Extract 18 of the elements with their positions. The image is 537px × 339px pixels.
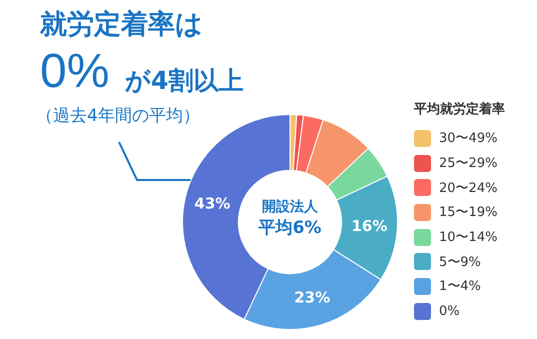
legend-label: 1〜4%: [439, 278, 481, 296]
legend-label: 10〜14%: [439, 229, 498, 246]
legend-label: 25〜29%: [439, 155, 498, 172]
legend-title: 平均就労定着率: [414, 100, 505, 118]
legend-label: 20〜24%: [439, 180, 498, 197]
text: が4割以上: [125, 65, 244, 97]
legend-label: 30〜49%: [439, 130, 498, 148]
legend-label: 5〜9%: [439, 254, 481, 271]
text: 開設法人: [261, 198, 319, 216]
data-label: 43%: [194, 194, 230, 213]
text: 平均6%: [258, 217, 322, 239]
chart-title: 就労定着率は: [40, 8, 203, 42]
legend-label: 15〜19%: [439, 204, 498, 222]
chart-subtitle: （過去4年間の平均）: [36, 105, 200, 127]
data-label: 23%: [294, 288, 330, 306]
data-label: 16%: [351, 216, 388, 235]
text: 0%: [40, 44, 110, 99]
legend-label: 0%: [439, 304, 460, 319]
